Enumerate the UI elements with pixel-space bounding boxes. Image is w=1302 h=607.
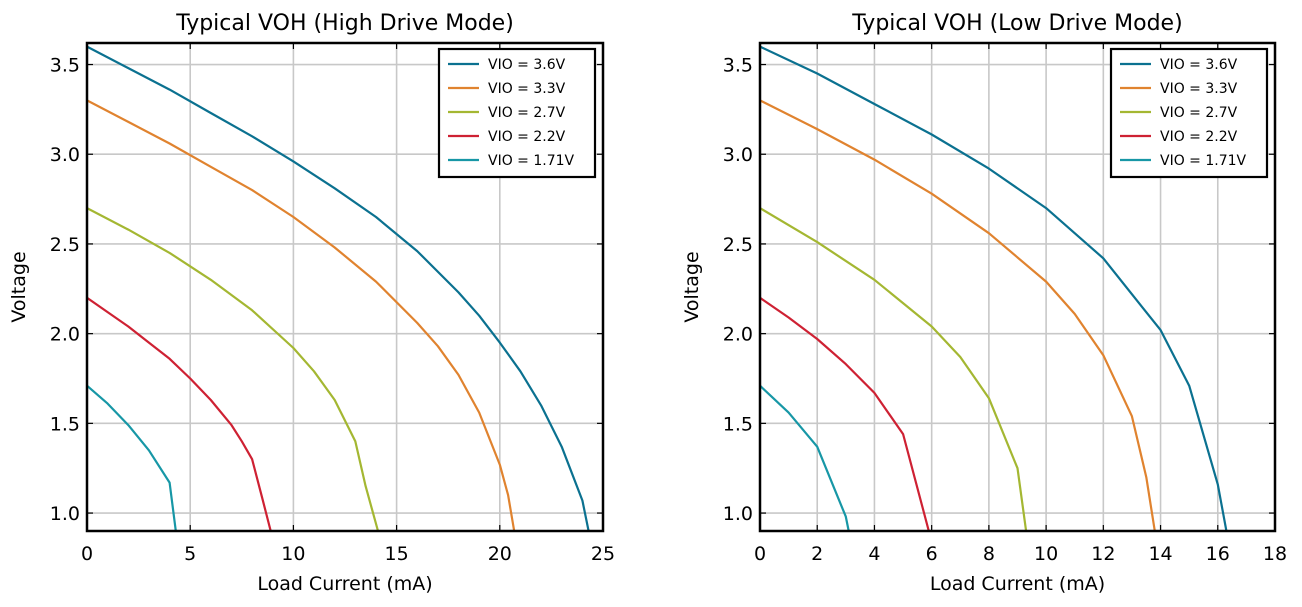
y-axis-label: Voltage xyxy=(681,251,703,322)
legend-label-1: VIO = 3.3V xyxy=(488,81,566,97)
series-line-1 xyxy=(760,99,1156,531)
legend-label-2: VIO = 2.7V xyxy=(1160,105,1238,121)
x-tick-label: 14 xyxy=(1148,543,1172,565)
chart-panel-high-drive: 0 5 10 15 20 25 1.0 1.5 2.0 2.5 3.0 3.5 Typical VOH … xyxy=(8,11,615,595)
series-line-0 xyxy=(87,45,590,531)
y-tick-label: 1.5 xyxy=(723,413,753,435)
legend: VIO = 3.6V VIO = 3.3V VIO = 2.7V VIO = 2.2V… xyxy=(437,47,597,179)
x-tick-label: 25 xyxy=(591,543,615,565)
x-tick-label: 6 xyxy=(926,543,938,565)
y-tick-label: 1.0 xyxy=(723,503,753,525)
x-tick-label: 15 xyxy=(385,543,409,565)
y-tick-label: 1.5 xyxy=(50,413,80,435)
legend: VIO = 3.6V VIO = 3.3V VIO = 2.7V VIO = 2.2V… xyxy=(1109,47,1269,179)
x-tick-label: 5 xyxy=(184,543,196,565)
x-tick-label: 16 xyxy=(1206,543,1230,565)
series-line-4 xyxy=(87,384,177,531)
x-tick-label: 10 xyxy=(281,543,305,565)
x-tick-label: 0 xyxy=(754,543,766,565)
x-tick-label: 20 xyxy=(488,543,512,565)
y-tick-label: 2.5 xyxy=(50,234,80,256)
y-tick-label: 3.0 xyxy=(723,144,753,166)
legend-label-0: VIO = 3.6V xyxy=(488,57,566,73)
series-line-0 xyxy=(760,45,1228,531)
series-line-2 xyxy=(760,207,1028,531)
x-axis-label: Load Current (mA) xyxy=(930,573,1105,595)
y-tick-label: 2.0 xyxy=(723,324,753,346)
chart-title: Typical VOH (Low Drive Mode) xyxy=(851,11,1182,36)
series-line-3 xyxy=(760,296,930,531)
plot-frame xyxy=(758,41,1277,533)
y-tick-label: 1.0 xyxy=(50,503,80,525)
series-line-1 xyxy=(87,99,516,531)
x-tick-label: 10 xyxy=(1034,543,1058,565)
y-tick-label: 2.5 xyxy=(723,234,753,256)
x-tick-label: 8 xyxy=(983,543,995,565)
legend-label-3: VIO = 2.2V xyxy=(1160,129,1238,145)
x-tick-label: 12 xyxy=(1091,543,1115,565)
series-line-3 xyxy=(87,296,272,531)
y-tick-label: 3.5 xyxy=(723,55,753,77)
legend-label-4: VIO = 1.71V xyxy=(488,153,575,169)
x-tick-label: 0 xyxy=(81,543,93,565)
x-tick-label: 18 xyxy=(1263,543,1287,565)
x-tick-label: 2 xyxy=(811,543,823,565)
x-tick-label: 4 xyxy=(868,543,880,565)
chart-panel-low-drive: 0 2 4 6 8 10 12 14 16 18 1.0 1.5 2.0 2.5 3.0 3.5 Typical… xyxy=(681,11,1287,595)
y-tick-label: 2.0 xyxy=(50,324,80,346)
legend-label-1: VIO = 3.3V xyxy=(1160,81,1238,97)
legend-label-2: VIO = 2.7V xyxy=(488,105,566,121)
x-axis-label: Load Current (mA) xyxy=(257,573,432,595)
legend-label-0: VIO = 3.6V xyxy=(1160,57,1238,73)
legend-label-3: VIO = 2.2V xyxy=(488,129,566,145)
y-tick-label: 3.0 xyxy=(50,144,80,166)
y-axis-label: Voltage xyxy=(8,251,30,322)
legend-label-4: VIO = 1.71V xyxy=(1160,153,1247,169)
chart-title: Typical VOH (High Drive Mode) xyxy=(175,11,514,36)
y-tick-label: 3.5 xyxy=(50,55,80,77)
series-line-2 xyxy=(87,207,380,531)
plot-frame xyxy=(85,41,605,533)
series-line-4 xyxy=(760,384,850,531)
